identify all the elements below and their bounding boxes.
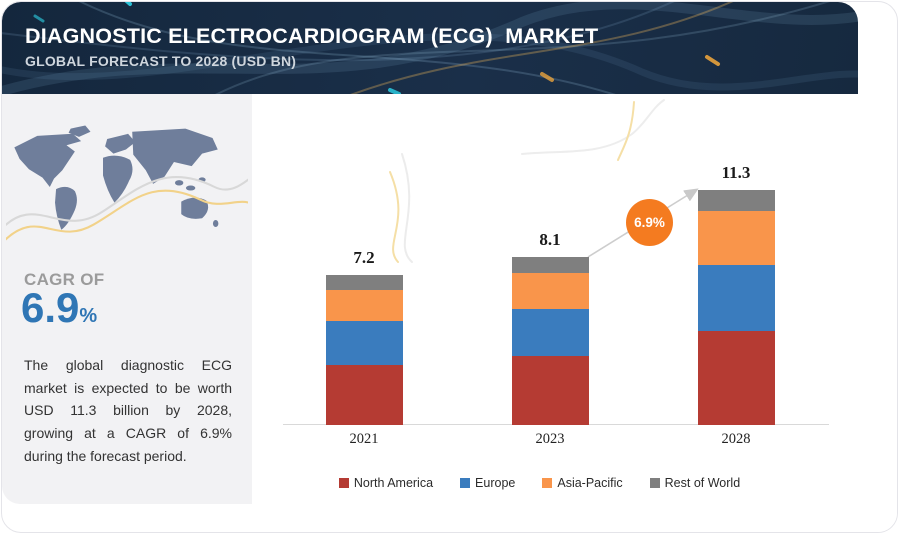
bar-segment-north-america bbox=[511, 356, 589, 425]
bar-segment-north-america bbox=[697, 331, 775, 425]
legend-item-europe: Europe bbox=[460, 476, 515, 490]
world-map bbox=[6, 125, 248, 241]
bar-total-label: 8.1 bbox=[539, 229, 561, 249]
bar-segment-rest-of-world bbox=[511, 256, 589, 274]
cagr-label: CAGR OF bbox=[24, 270, 105, 289]
sidebar-panel: CAGR OF 6.9% The global diagnostic ECG m… bbox=[2, 94, 252, 504]
stacked-bar-2023: 8.1 bbox=[511, 230, 589, 425]
legend-swatch bbox=[460, 478, 471, 488]
cagr-number: 6.9 bbox=[21, 284, 80, 331]
x-axis-label-2028: 2028 bbox=[721, 431, 751, 447]
legend-label: Asia-Pacific bbox=[557, 476, 623, 490]
bar-total-label: 11.3 bbox=[721, 162, 751, 182]
header-banner: DIAGNOSTIC ELECTROCARDIOGRAM (ECG) MARKE… bbox=[2, 2, 858, 94]
legend-swatch bbox=[542, 478, 553, 488]
bar-segment-europe bbox=[325, 321, 403, 365]
page-subtitle: GLOBAL FORECAST TO 2028 (USD BN) bbox=[25, 53, 297, 69]
cagr-value: 6.9% bbox=[21, 284, 97, 332]
legend-item-rest-of-world: Rest of World bbox=[649, 476, 741, 490]
legend-label: Rest of World bbox=[664, 476, 741, 490]
bar-segment-asia-pacific bbox=[325, 289, 403, 322]
growth-badge: 6.9% bbox=[626, 199, 673, 246]
page-title: DIAGNOSTIC ELECTROCARDIOGRAM (ECG) MARKE… bbox=[25, 24, 599, 48]
chart-legend: North America Europe Asia-Pacific Rest of W… bbox=[252, 476, 897, 490]
bar-segment-europe bbox=[511, 308, 589, 357]
bar-segment-asia-pacific bbox=[511, 273, 589, 309]
stacked-bar-2021: 7.2 bbox=[325, 248, 403, 425]
market-description: The global diagnostic ECG market is expe… bbox=[24, 357, 232, 464]
chart-area: 6.9% North America Europe Asia-Pacific Rest… bbox=[252, 94, 897, 532]
bar-segment-europe bbox=[697, 264, 775, 332]
legend-label: North America bbox=[353, 476, 434, 490]
bar-segment-rest-of-world bbox=[697, 189, 775, 211]
legend-swatch bbox=[338, 478, 349, 488]
bar-segment-asia-pacific bbox=[697, 210, 775, 265]
x-axis-label-2021: 2021 bbox=[349, 431, 379, 447]
bar-segment-north-america bbox=[325, 364, 403, 425]
legend-swatch bbox=[649, 478, 660, 488]
bar-segment-rest-of-world bbox=[325, 275, 403, 290]
cagr-percent-sign: % bbox=[79, 305, 98, 327]
bar-total-label: 7.2 bbox=[353, 248, 375, 268]
stacked-bar-2028: 11.3 bbox=[697, 163, 775, 425]
legend-item-asia-pacific: Asia-Pacific bbox=[542, 476, 623, 490]
x-axis-label-2023: 2023 bbox=[535, 431, 565, 447]
main-content: CAGR OF 6.9% The global diagnostic ECG m… bbox=[2, 94, 897, 532]
legend-item-north-america: North America bbox=[338, 476, 434, 490]
legend-label: Europe bbox=[475, 476, 516, 490]
